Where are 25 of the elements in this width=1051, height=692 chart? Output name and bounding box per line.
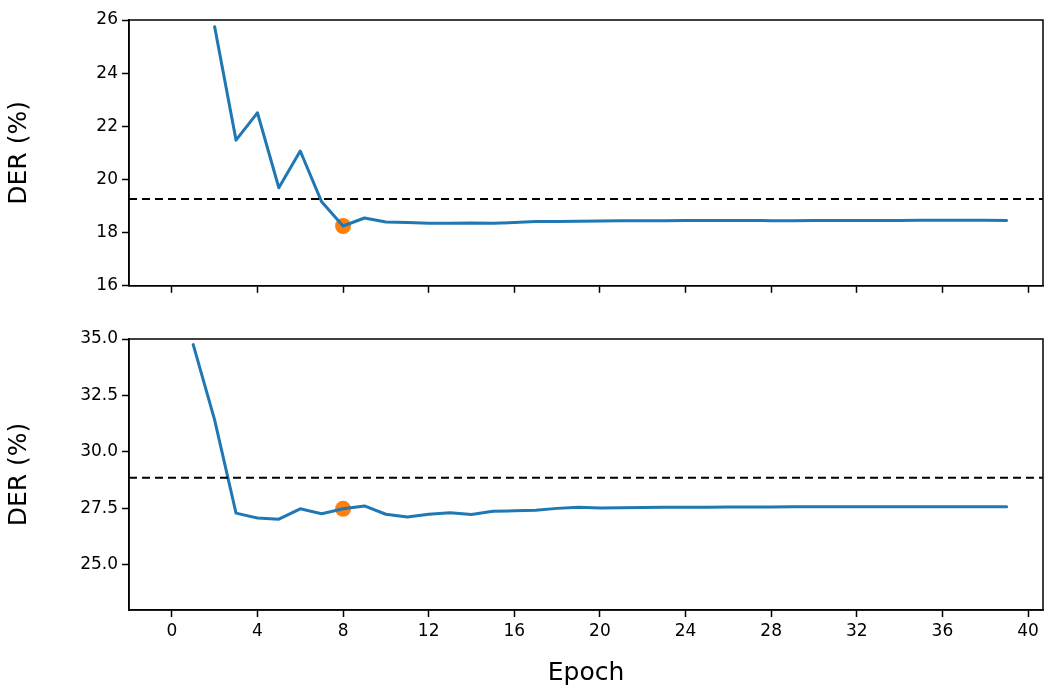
y-tick-label: 24 — [96, 61, 118, 82]
y-tick-label: 18 — [96, 221, 118, 242]
y-tick-label: 35.0 — [80, 327, 118, 348]
y-tick-label: 27.5 — [80, 496, 118, 517]
x-tick-label: 28 — [760, 619, 782, 640]
y-tick-label: 32.5 — [80, 383, 118, 404]
y-axis-title: DER (%) — [2, 101, 32, 205]
x-tick-label: 16 — [503, 619, 526, 640]
x-tick-label: 36 — [931, 619, 954, 640]
x-tick-label: 8 — [337, 619, 349, 640]
y-tick-label: 20 — [96, 167, 118, 188]
x-tick-label: 4 — [252, 619, 263, 640]
x-axis-title: Epoch — [547, 656, 625, 686]
y-tick-label: 30.0 — [80, 440, 118, 461]
y-axis-title: DER (%) — [2, 422, 32, 527]
y-tick-label: 16 — [96, 274, 118, 295]
x-tick-label: 0 — [166, 619, 178, 640]
x-tick-label: 12 — [417, 619, 440, 640]
x-tick-label: 20 — [589, 619, 611, 640]
x-tick-label: 40 — [1017, 619, 1039, 640]
y-tick-label: 25.0 — [80, 553, 118, 574]
y-tick-label: 26 — [96, 8, 118, 29]
x-tick-label: 32 — [845, 619, 868, 640]
x-tick-label: 24 — [674, 619, 697, 640]
y-tick-label: 22 — [96, 114, 118, 135]
